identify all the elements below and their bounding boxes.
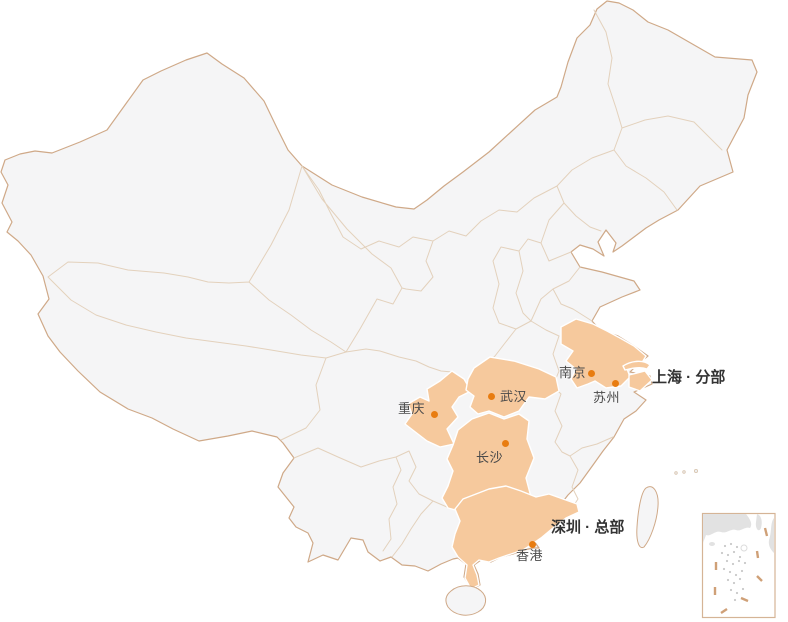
- hongkong-label: 香港: [516, 548, 544, 563]
- south-china-sea-inset: [701, 512, 776, 619]
- suzhou-label: 苏州: [593, 390, 621, 405]
- chongqing-label: 重庆: [398, 401, 426, 416]
- hongkong-marker-dot-icon[interactable]: [529, 541, 536, 548]
- province-guangdong: [451, 485, 580, 590]
- nine-dash-line: [713, 527, 769, 614]
- nanjing-marker-dot-icon[interactable]: [588, 370, 595, 377]
- taiwan-island: [636, 486, 659, 549]
- east-sea-islets: [674, 468, 699, 475]
- province-borders: [47, 9, 723, 558]
- changsha-marker-dot-icon[interactable]: [502, 440, 509, 447]
- chongqing-marker-dot-icon[interactable]: [431, 411, 438, 418]
- wuhan-label: 武汉: [500, 389, 528, 404]
- shanghai-branch-label: 上海 · 分部: [652, 369, 726, 386]
- province-chongqing: [404, 370, 472, 448]
- nanjing-label: 南京: [559, 365, 587, 380]
- province-jiangsu: [560, 318, 647, 389]
- inset-island-dots: [720, 542, 747, 602]
- inset-taiwan-shape: [755, 514, 762, 531]
- province-shanghai: [628, 370, 653, 392]
- inset-luzon-shape: [768, 518, 774, 553]
- inset-mainland-shape: [703, 514, 752, 543]
- suzhou-marker-dot-icon[interactable]: [612, 380, 619, 387]
- wuhan-marker-dot-icon[interactable]: [488, 393, 495, 400]
- hainan-island: [445, 585, 486, 616]
- chongming-islet: [622, 360, 651, 371]
- shenzhen-hq-label: 深圳 · 总部: [551, 519, 625, 536]
- changsha-label: 长沙: [476, 450, 504, 465]
- province-hubei: [465, 356, 560, 418]
